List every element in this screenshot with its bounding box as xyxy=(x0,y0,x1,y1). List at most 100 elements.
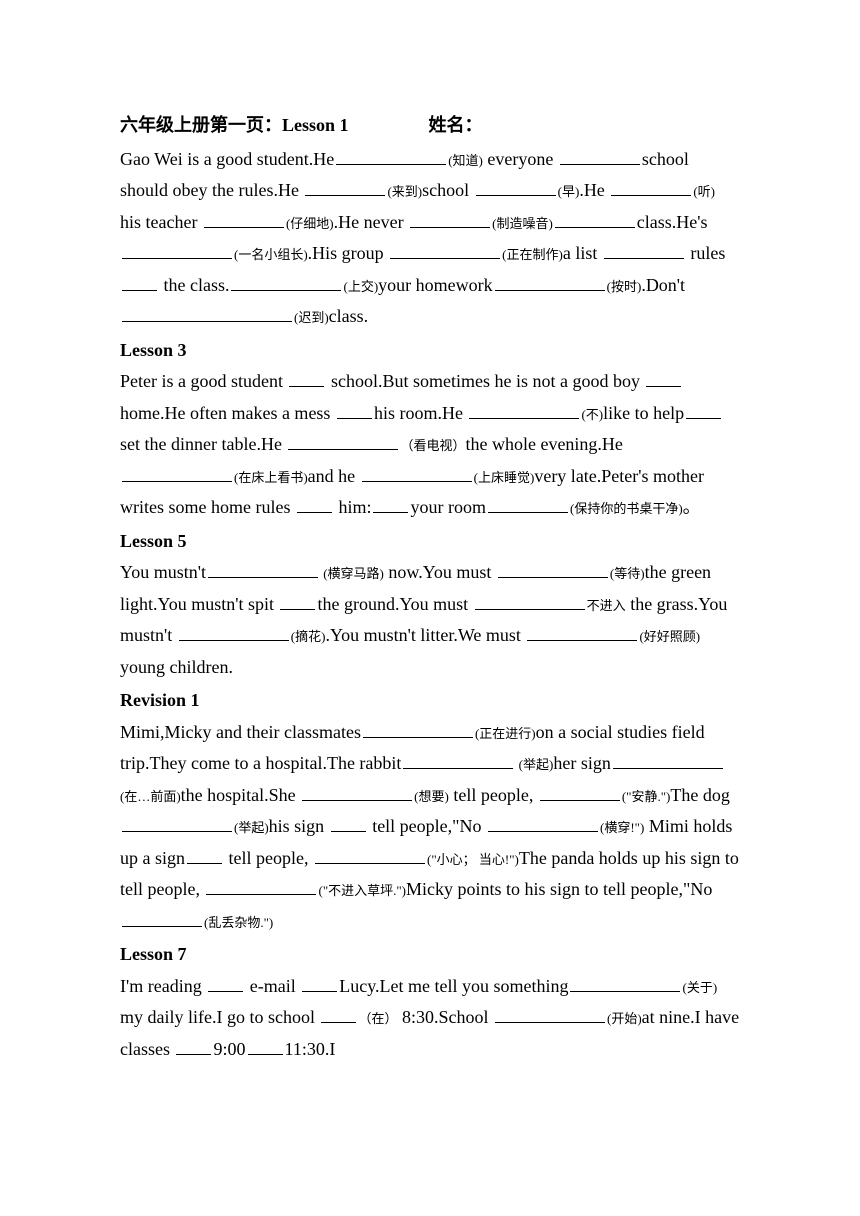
blank[interactable] xyxy=(302,973,337,991)
hint: (想要) xyxy=(414,789,449,804)
blank[interactable] xyxy=(122,304,292,322)
hint: (制造噪音) xyxy=(492,216,553,231)
blank[interactable] xyxy=(498,560,608,578)
blank[interactable] xyxy=(122,272,157,290)
blank[interactable] xyxy=(476,178,556,196)
blank[interactable] xyxy=(288,432,398,450)
text: .His group xyxy=(308,243,389,263)
blank[interactable] xyxy=(403,751,513,769)
lesson5-title: Lesson 5 xyxy=(120,526,740,558)
hint: (正在制作) xyxy=(502,247,563,262)
text: class.He's xyxy=(637,212,708,232)
lesson5-body: You mustn't (横穿马路) now.You must (等待)the … xyxy=(120,557,740,683)
text: Micky points to his sign to tell people,… xyxy=(406,879,712,899)
blank[interactable] xyxy=(231,272,341,290)
text: tell people,"No xyxy=(368,816,486,836)
lesson7-body: I'm reading e-mail Lucy.Let me tell you … xyxy=(120,971,740,1066)
blank[interactable] xyxy=(321,1005,356,1023)
text: the hospital.She xyxy=(181,785,301,805)
text: 11:30.I xyxy=(285,1039,336,1059)
text: the class. xyxy=(159,275,229,295)
page-heading: 六年级上册第一页：Lesson 1姓名： xyxy=(120,110,740,142)
blank[interactable] xyxy=(315,845,425,863)
text: the ground.You must xyxy=(317,594,472,614)
hint: ("小心； 当心!") xyxy=(427,852,519,867)
blank[interactable] xyxy=(540,782,620,800)
blank[interactable] xyxy=(495,1005,605,1023)
text: his room.He xyxy=(374,403,468,423)
blank[interactable] xyxy=(122,463,232,481)
text: .You mustn't litter.We must xyxy=(325,625,525,645)
blank[interactable] xyxy=(363,719,473,737)
blank[interactable] xyxy=(555,209,635,227)
blank[interactable] xyxy=(362,463,472,481)
hint: (举起) xyxy=(515,757,553,772)
hint: (横穿马路) xyxy=(320,566,384,581)
text: set the dinner table.He xyxy=(120,434,286,454)
hint: (横穿!") xyxy=(600,820,644,835)
blank[interactable] xyxy=(122,241,232,259)
hint: (开始) xyxy=(607,1011,642,1026)
blank[interactable] xyxy=(469,400,579,418)
hint: (等待) xyxy=(610,566,645,581)
hint: (上交) xyxy=(343,279,378,294)
blank[interactable] xyxy=(187,845,222,863)
blank[interactable] xyxy=(297,495,332,513)
text: .Don't xyxy=(641,275,685,295)
text: You mustn't xyxy=(120,562,206,582)
text: The dog xyxy=(670,785,729,805)
text: tell people, xyxy=(449,785,538,805)
text: the whole evening.He xyxy=(465,434,622,454)
blank[interactable] xyxy=(248,1036,283,1054)
blank[interactable] xyxy=(646,369,681,387)
hint: ("不进入草坪.") xyxy=(318,883,406,898)
text: I'm reading xyxy=(120,976,206,996)
blank[interactable] xyxy=(208,560,318,578)
blank[interactable] xyxy=(488,495,568,513)
blank[interactable] xyxy=(331,814,366,832)
blank[interactable] xyxy=(686,400,721,418)
blank[interactable] xyxy=(176,1036,211,1054)
blank[interactable] xyxy=(122,908,202,926)
blank[interactable] xyxy=(527,623,637,641)
blank[interactable] xyxy=(604,241,684,259)
blank[interactable] xyxy=(206,877,316,895)
blank[interactable] xyxy=(613,751,723,769)
blank[interactable] xyxy=(289,369,324,387)
text: your room xyxy=(410,497,486,517)
revision1-title: Revision 1 xyxy=(120,685,740,717)
blank[interactable] xyxy=(495,272,605,290)
hint: (关于) xyxy=(682,980,717,995)
blank[interactable] xyxy=(611,178,691,196)
blank[interactable] xyxy=(336,146,446,164)
text: his teacher xyxy=(120,212,202,232)
text: Lucy.Let me tell you something xyxy=(339,976,568,996)
blank[interactable] xyxy=(302,782,412,800)
blank[interactable] xyxy=(410,209,490,227)
hint: (知道) xyxy=(448,153,483,168)
text: school.But sometimes he is not a good bo… xyxy=(326,371,644,391)
blank[interactable] xyxy=(305,178,385,196)
blank[interactable] xyxy=(488,814,598,832)
blank[interactable] xyxy=(337,400,372,418)
worksheet-page: 六年级上册第一页：Lesson 1姓名： Gao Wei is a good s… xyxy=(0,0,860,1105)
text: and he xyxy=(308,466,360,486)
text: him: xyxy=(334,497,372,517)
blank[interactable] xyxy=(122,814,232,832)
blank[interactable] xyxy=(373,495,408,513)
blank[interactable] xyxy=(208,973,243,991)
blank[interactable] xyxy=(560,146,640,164)
lesson-label: Lesson 1 xyxy=(282,115,349,135)
blank[interactable] xyxy=(475,591,585,609)
blank[interactable] xyxy=(179,623,289,641)
text: rules xyxy=(686,243,726,263)
blank[interactable] xyxy=(204,209,284,227)
text: a list xyxy=(563,243,602,263)
hint: 不进入 xyxy=(587,598,626,613)
lesson7-title: Lesson 7 xyxy=(120,939,740,971)
blank[interactable] xyxy=(280,591,315,609)
blank[interactable] xyxy=(390,241,500,259)
name-label: 姓名： xyxy=(429,115,483,135)
hint: (乱丢杂物.") xyxy=(204,915,273,930)
blank[interactable] xyxy=(570,973,680,991)
